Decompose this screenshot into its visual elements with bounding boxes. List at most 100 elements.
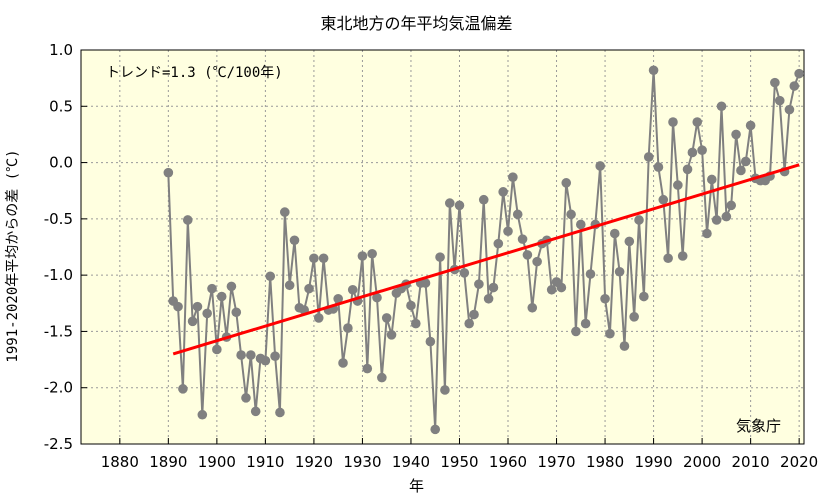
data-point [163, 167, 174, 178]
data-point [207, 283, 217, 294]
data-point [532, 256, 542, 267]
data-point [658, 194, 669, 205]
data-point [265, 271, 276, 282]
data-point [794, 68, 804, 79]
x-tick-label: 1920 [295, 453, 333, 471]
data-point [595, 161, 606, 171]
data-point [250, 406, 261, 417]
data-point [464, 318, 474, 329]
data-point [469, 309, 479, 320]
data-point [614, 266, 625, 277]
data-point [182, 215, 193, 225]
x-tick-label: 1910 [246, 453, 284, 471]
y-tick-label: -2.0 [44, 379, 73, 397]
data-point [377, 372, 387, 383]
y-tick-label: -0.5 [44, 210, 73, 228]
data-point [639, 291, 649, 302]
data-point [726, 200, 737, 211]
data-point [745, 120, 756, 131]
y-axis: -2.5 -2.0 -1.5 -1.0 -0.5 0.0 0.5 1.0 [44, 41, 87, 453]
data-point [347, 284, 358, 295]
data-point [289, 235, 300, 246]
data-point [673, 180, 683, 190]
data-point [687, 147, 698, 158]
data-point [246, 350, 256, 360]
data-point [575, 219, 586, 230]
data-point [736, 165, 746, 176]
data-point [508, 172, 518, 183]
data-point [663, 253, 673, 264]
data-point [212, 344, 222, 355]
x-tick-label: 1930 [343, 453, 381, 471]
data-point [600, 293, 610, 304]
y-axis-label: 1991-2020年平均からの差 (℃) [5, 149, 21, 363]
data-point [343, 323, 353, 333]
x-tick-label: 1990 [634, 453, 672, 471]
data-point [386, 330, 397, 340]
y-tick-label: -1.0 [44, 266, 73, 284]
data-point [275, 407, 285, 418]
data-point [682, 164, 693, 175]
data-point [173, 301, 183, 312]
data-point [517, 234, 528, 244]
x-tick-label: 1890 [149, 453, 187, 471]
x-tick-label: 1900 [198, 453, 236, 471]
data-point [605, 328, 615, 339]
trend-line [172, 163, 800, 356]
data-point [488, 282, 499, 293]
data-point [624, 236, 635, 247]
data-point [411, 318, 421, 329]
data-point [740, 156, 751, 167]
data-point [643, 152, 654, 162]
data-point [425, 336, 436, 347]
x-tick-label: 2010 [732, 453, 770, 471]
data-point [430, 424, 441, 435]
data-point [498, 187, 508, 197]
data-point [707, 174, 717, 185]
data-point [546, 284, 557, 295]
data-point [711, 215, 722, 225]
data-point [697, 145, 707, 155]
data-point [362, 363, 373, 374]
data-point [435, 252, 445, 262]
data-point [284, 280, 295, 291]
data-point [648, 65, 659, 76]
data-point [609, 228, 620, 239]
data-point [241, 393, 251, 403]
data-point [367, 248, 377, 259]
source-label: 気象庁 [736, 417, 782, 435]
data-point [333, 293, 343, 304]
data-point [527, 302, 538, 313]
trend-label: トレンド=1.3 (℃/100年) [106, 65, 283, 81]
data-point [580, 318, 591, 329]
x-tick-label: 1950 [440, 453, 478, 471]
data-point [556, 282, 567, 293]
data-point [770, 77, 780, 88]
data-point [774, 95, 785, 106]
data-point [202, 308, 212, 319]
data-point [440, 385, 450, 395]
y-tick-label: 0.5 [49, 97, 73, 115]
x-tick-label: 1960 [489, 453, 527, 471]
data-point [357, 251, 368, 261]
data-point [420, 278, 431, 288]
data-point [512, 209, 523, 220]
data-point [197, 409, 208, 420]
data-point [503, 226, 513, 237]
data-point [454, 200, 465, 211]
data-point [731, 129, 741, 140]
data-point [304, 283, 314, 294]
x-tick-label: 2000 [683, 453, 721, 471]
data-point [318, 253, 329, 264]
data-point [493, 238, 504, 249]
data-point [692, 117, 703, 127]
data-point [478, 194, 489, 205]
data-point [444, 198, 455, 208]
chart-title: 東北地方の年平均気温偏差 [320, 14, 513, 33]
data-point [566, 209, 576, 220]
data-point [260, 355, 271, 366]
data-point [677, 251, 688, 261]
data-point [178, 384, 188, 394]
data-point [653, 162, 664, 172]
